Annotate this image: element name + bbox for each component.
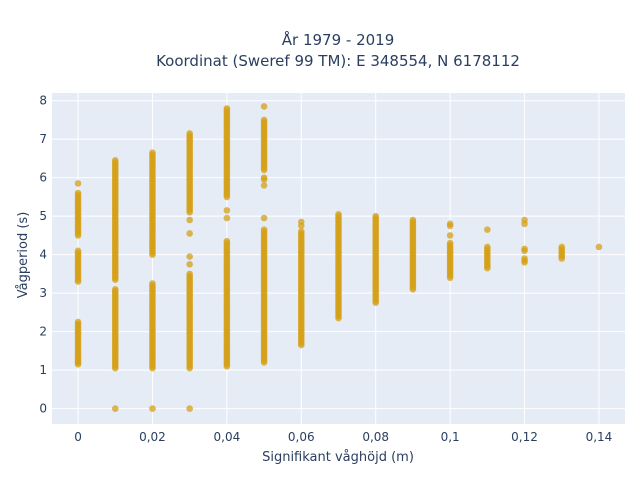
data-point [223, 214, 231, 222]
data-point [111, 405, 119, 412]
data-point [149, 280, 156, 287]
y-tick-label: 0 [39, 402, 47, 416]
data-point [521, 247, 528, 255]
data-point [446, 239, 454, 247]
data-point [297, 222, 305, 230]
data-point [484, 243, 491, 251]
y-tick-label: 8 [39, 94, 47, 108]
data-point [74, 359, 82, 366]
data-point [186, 270, 193, 278]
data-point [260, 182, 268, 189]
x-tick-label: 0 [74, 430, 82, 444]
data-point [446, 232, 454, 239]
data-point [223, 105, 231, 112]
data-point [409, 216, 417, 224]
data-point [149, 149, 156, 156]
y-tick-labels: 0 1 2 3 4 5 6 7 8 [39, 94, 47, 416]
data-point [521, 216, 528, 224]
data-point [186, 216, 193, 224]
data-point [111, 157, 119, 164]
y-tick-label: 6 [39, 171, 47, 185]
data-point [595, 243, 603, 251]
data-point [74, 247, 82, 255]
x-tick-label: 0,06 [288, 430, 315, 444]
data-point [297, 228, 305, 235]
x-tick-label: 0,02 [139, 430, 166, 444]
x-tick-label: 0,08 [362, 430, 389, 444]
data-point [74, 180, 82, 187]
data-point [260, 174, 268, 181]
y-tick-label: 2 [39, 325, 47, 339]
data-point [372, 212, 380, 220]
data-point [521, 255, 528, 262]
x-axis-title: Signifikant våghöjd (m) [262, 450, 414, 465]
y-tick-label: 7 [39, 132, 47, 146]
data-points [74, 103, 603, 412]
x-tick-label: 0,1 [441, 430, 460, 444]
data-point [186, 130, 193, 137]
y-axis-title: Vågperiod (s) [16, 212, 31, 299]
y-tick-label: 4 [39, 248, 47, 262]
data-point [260, 214, 268, 222]
y-tick-label: 1 [39, 363, 47, 377]
data-point [335, 210, 342, 218]
chart-title-line-2: Koordinat (Sweref 99 TM): E 348554, N 61… [156, 52, 520, 70]
data-point [260, 116, 268, 124]
data-point [223, 207, 231, 214]
data-point [111, 285, 119, 293]
x-tick-labels: 0 0,02 0,04 0,06 0,08 0,1 0,12 0,14 [74, 430, 612, 444]
data-point [74, 189, 82, 197]
x-tick-label: 0,14 [586, 430, 613, 444]
data-point [558, 243, 566, 251]
data-point [484, 226, 491, 233]
data-point [186, 260, 193, 268]
x-tick-label: 0,12 [511, 430, 538, 444]
y-tick-label: 5 [39, 209, 47, 223]
data-point [260, 226, 268, 233]
data-point [186, 253, 193, 260]
y-tick-label: 3 [39, 286, 47, 300]
chart-title-line-1: År 1979 - 2019 [282, 30, 395, 49]
data-point [149, 405, 156, 412]
data-point [186, 405, 193, 412]
data-point [223, 237, 231, 245]
data-point [446, 220, 454, 228]
x-tick-label: 0,04 [214, 430, 241, 444]
data-point [186, 230, 193, 237]
data-point [260, 103, 268, 110]
data-point [74, 318, 82, 326]
